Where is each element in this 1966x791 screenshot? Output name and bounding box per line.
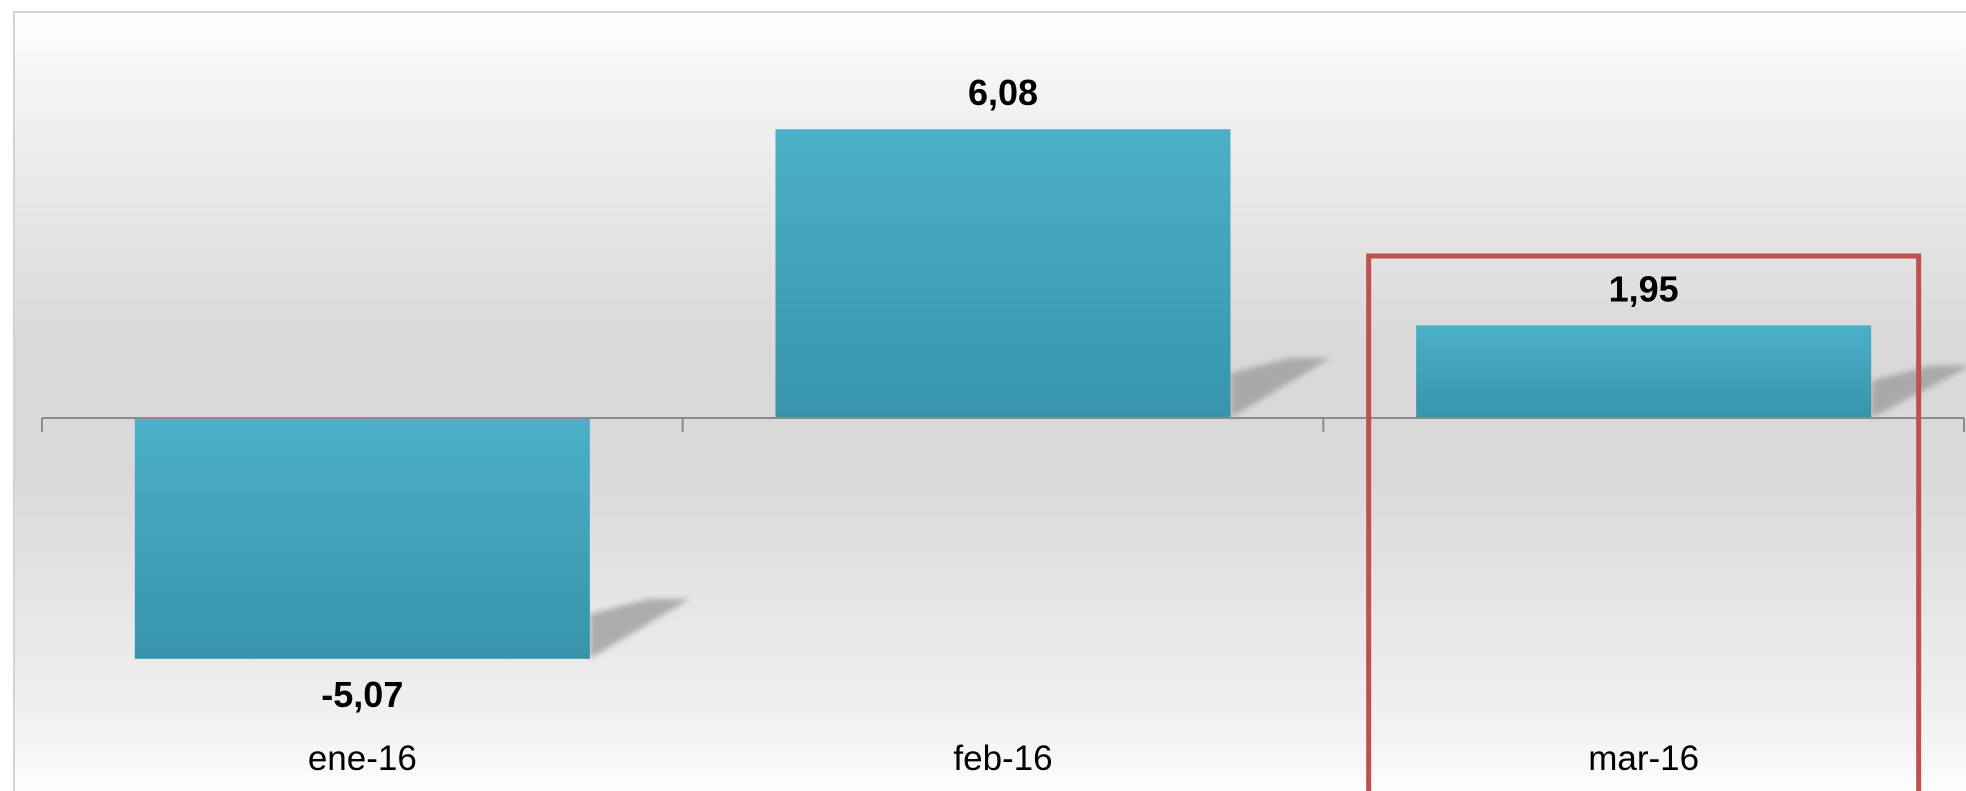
data-labels: -5,07 6,08 1,95 <box>321 72 1678 715</box>
data-label-feb-16: 6,08 <box>968 72 1038 113</box>
bar-ene-16 <box>134 418 590 659</box>
tick-label-ene-16: ene-16 <box>308 739 417 778</box>
category-tick-labels: ene-16 feb-16 mar-16 <box>308 739 1699 778</box>
highlight-rectangle-mar-16 <box>1366 253 1922 791</box>
bar-shadow-feb-16 <box>1230 358 1331 418</box>
bars <box>134 129 1872 659</box>
data-label-ene-16: -5,07 <box>321 674 403 715</box>
highlight-box <box>1366 253 1922 791</box>
tick-label-feb-16: feb-16 <box>953 739 1052 778</box>
category-axis <box>41 417 1965 432</box>
bar-mar-16 <box>1416 325 1872 418</box>
data-label-mar-16: 1,95 <box>1609 268 1679 309</box>
tick-label-mar-16: mar-16 <box>1588 739 1699 778</box>
bar-shadow-ene-16 <box>589 598 690 659</box>
bar-feb-16 <box>775 129 1231 418</box>
